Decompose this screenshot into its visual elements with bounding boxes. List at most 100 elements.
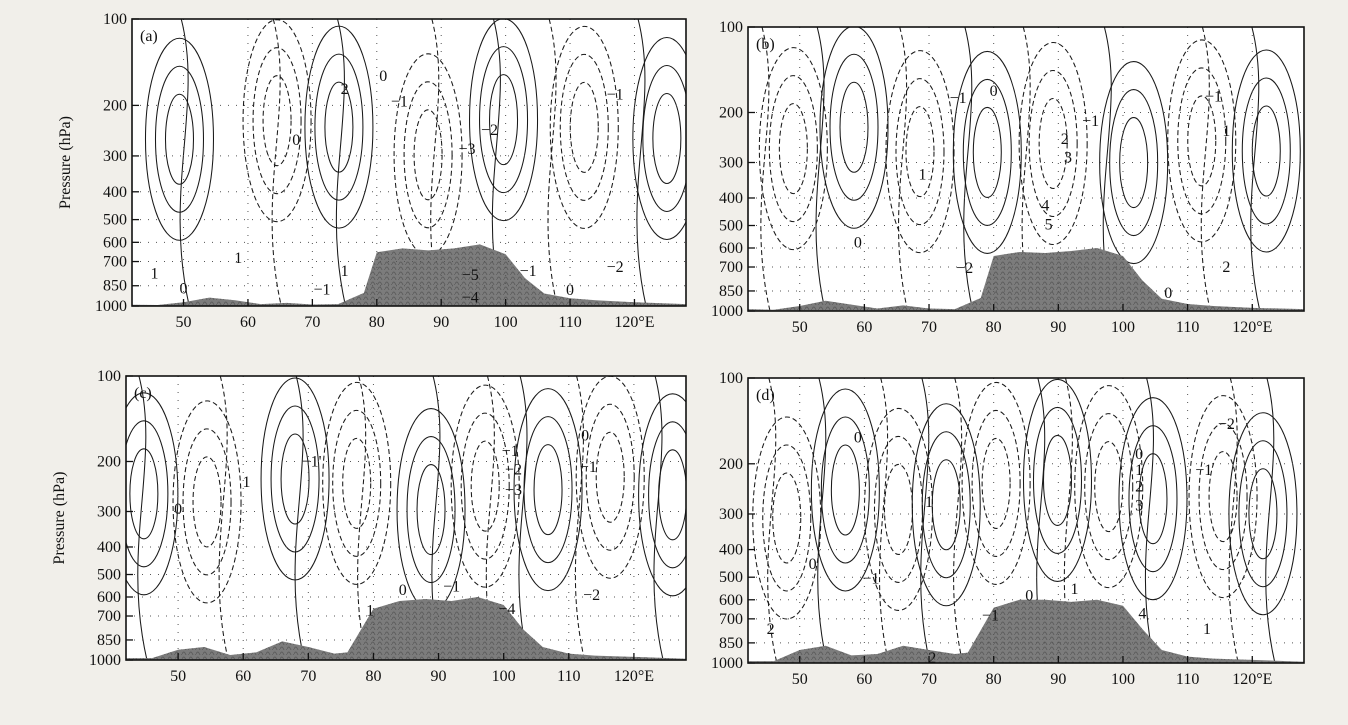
contour-closed: [1028, 69, 1078, 218]
contour-label: −1: [443, 578, 460, 595]
x-tick-label: 90: [1050, 319, 1066, 336]
contour-label: 2: [1222, 259, 1230, 276]
contour-closed: [129, 448, 159, 540]
contour-label: −2: [956, 260, 973, 277]
x-tick-label: 50: [176, 314, 192, 331]
contour-open: [357, 376, 368, 660]
y-tick-label: 200: [719, 456, 743, 473]
contour-label: −2: [583, 587, 600, 604]
contour-label: −1: [1082, 113, 1099, 130]
contour-closed: [820, 416, 870, 564]
y-tick-label: 400: [97, 539, 121, 556]
contour-label: −1: [1195, 462, 1212, 479]
contour-closed: [971, 409, 1021, 557]
contour-label: −1: [862, 570, 879, 587]
contour-label: 0: [399, 582, 407, 599]
contour-label: 1: [341, 263, 349, 280]
contour-open: [879, 378, 890, 663]
contour-closed: [632, 36, 686, 240]
y-tick-label: 700: [97, 608, 121, 625]
y-tick-label: 200: [719, 104, 743, 121]
panel-label: (d): [756, 387, 775, 404]
contour-closed: [569, 81, 599, 173]
contour-closed: [450, 384, 520, 588]
contour-closed: [154, 65, 205, 213]
contour-closed: [126, 392, 179, 596]
contour-label: −1: [314, 281, 331, 298]
contour-closed: [1032, 406, 1083, 554]
contour-closed: [810, 388, 880, 592]
y-axis-title: Pressure (hPa): [51, 472, 68, 565]
contour-open: [1265, 378, 1276, 663]
contour-closed: [952, 50, 1022, 254]
contour-closed: [1109, 89, 1159, 237]
contour-open: [1200, 27, 1211, 311]
contour-open: [518, 376, 529, 660]
y-tick-label: 100: [719, 370, 743, 387]
contour-open: [953, 378, 964, 663]
contour-label: −2: [1218, 416, 1235, 433]
contour-closed: [1187, 95, 1217, 187]
y-tick-label: 1000: [711, 303, 743, 320]
contour-closed: [905, 106, 935, 198]
contour-closed: [1188, 395, 1258, 599]
contour-label: 3: [1135, 497, 1143, 514]
contour-label: 1: [1070, 581, 1078, 598]
contour-closed: [262, 75, 292, 167]
contour-label: 2: [928, 650, 936, 667]
contour-label: 2: [1135, 478, 1143, 495]
contour-closed: [126, 420, 169, 568]
contour-closed: [533, 444, 563, 536]
contour-label: 0: [174, 501, 182, 518]
contour-closed: [172, 400, 242, 604]
contour-open: [963, 27, 974, 311]
contour-label: 1: [1222, 123, 1230, 140]
contour-closed: [559, 53, 609, 201]
x-tick-label: 120°E: [1232, 319, 1272, 336]
y-axis-title: Pressure (hPa): [57, 116, 74, 209]
x-tick-label: 100: [494, 314, 518, 331]
x-tick-label: 100: [1111, 319, 1135, 336]
contour-closed: [182, 428, 232, 576]
x-tick-label: 80: [369, 314, 385, 331]
contour-closed: [642, 64, 686, 212]
contour-closed: [1042, 434, 1073, 526]
x-tick-label: 70: [304, 314, 320, 331]
y-tick-label: 700: [719, 611, 743, 628]
contour-label: −2: [505, 461, 522, 478]
contour-label: 0: [566, 282, 574, 299]
contour-open: [547, 19, 558, 306]
contour-open: [920, 378, 931, 663]
contour-label: −1: [982, 607, 999, 624]
contour-open: [218, 376, 229, 660]
x-tick-label: 50: [792, 319, 808, 336]
contour-label: 0: [854, 235, 862, 252]
y-tick-label: 200: [97, 453, 121, 470]
contour-closed: [762, 444, 812, 592]
terrain-texture: [132, 244, 686, 306]
contour-closed: [470, 440, 500, 532]
contour-label: 2: [341, 81, 349, 98]
contour-closed: [252, 47, 302, 195]
contour-open: [817, 378, 828, 663]
contour-closed: [1251, 105, 1281, 197]
terrain-texture: [126, 596, 686, 660]
contour-closed: [895, 78, 945, 226]
y-tick-label: 100: [97, 368, 121, 385]
y-tick-label: 300: [103, 148, 127, 165]
contour-label: 2: [767, 621, 775, 638]
y-tick-label: 600: [97, 589, 121, 606]
contour-label: −1': [302, 453, 322, 470]
contour-closed: [1238, 440, 1288, 588]
x-tick-label: 80: [986, 671, 1002, 688]
contour-closed: [1094, 441, 1124, 533]
y-tick-label: 1000: [95, 298, 127, 315]
contour-closed: [1038, 97, 1068, 190]
contour-closed: [280, 433, 310, 525]
contour-label: −1: [607, 86, 624, 103]
contour-closed: [192, 456, 222, 548]
contour-closed: [1018, 41, 1088, 246]
y-tick-label: 600: [719, 240, 743, 257]
